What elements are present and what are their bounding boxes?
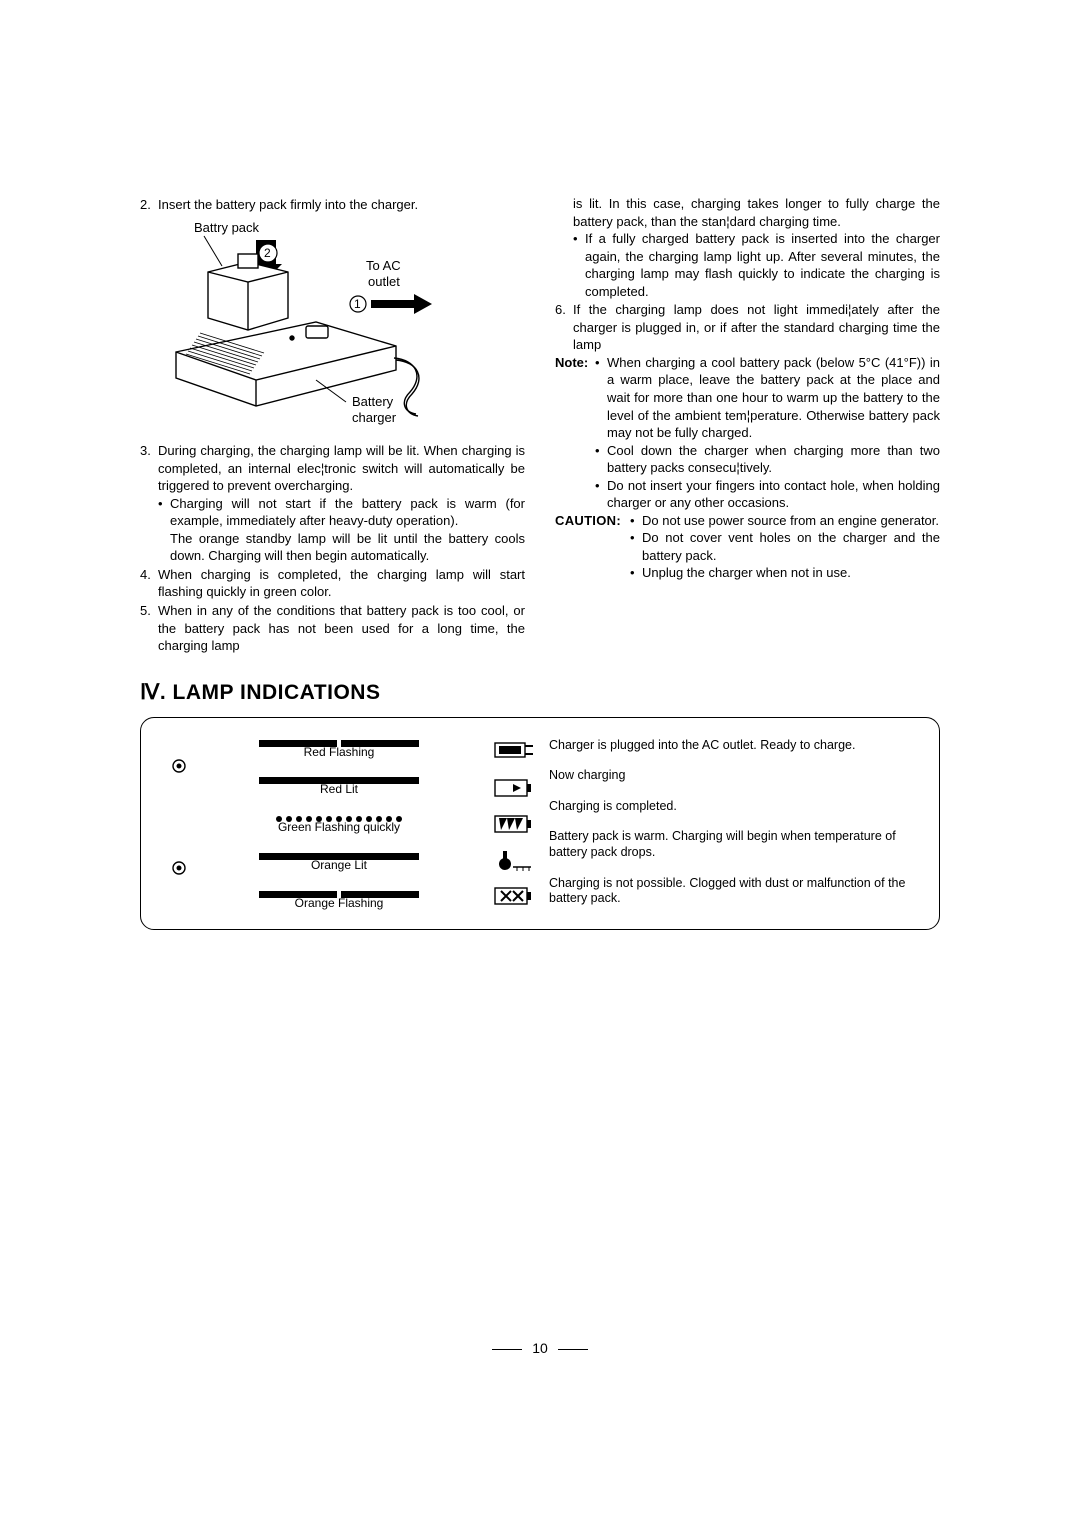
thermometer-icon — [493, 849, 535, 871]
step-5: 5. When in any of the conditions that ba… — [140, 602, 525, 655]
desc-3: Battery pack is warm. Charging will begi… — [549, 829, 919, 860]
desc-2: Charging is completed. — [549, 799, 919, 815]
caution-block: CAUTION: •Do not use power source from a… — [555, 512, 940, 582]
step-text: Insert the battery pack firmly into the … — [158, 196, 525, 214]
svg-text:2: 2 — [264, 246, 271, 260]
page-number: 10 — [0, 1339, 1080, 1358]
lamp-states-col: Red Flashing Red Lit Green Flashing quic… — [199, 730, 479, 915]
step-3-sub2: The orange standby lamp will be lit unti… — [140, 530, 525, 565]
lamp-indications-box: Red Flashing Red Lit Green Flashing quic… — [140, 717, 940, 930]
svg-text:Battery: Battery — [352, 394, 394, 409]
step-6: 6. If the charging lamp does not light i… — [555, 301, 940, 354]
svg-text:charger: charger — [352, 410, 397, 425]
step-3: 3. During charging, the charging lamp wi… — [140, 442, 525, 495]
desc-1: Now charging — [549, 768, 919, 784]
left-column: 2. Insert the battery pack firmly into t… — [140, 195, 525, 655]
step-4: 4. When charging is completed, the charg… — [140, 566, 525, 601]
lamp-desc-col: Charger is plugged into the AC outlet. R… — [549, 730, 919, 915]
step-5-sub: • If a fully charged battery pack is ins… — [555, 230, 940, 300]
desc-0: Charger is plugged into the AC outlet. R… — [549, 738, 919, 754]
state-orange-lit: Orange Lit — [199, 847, 479, 873]
right-column: is lit. In this case, charging takes lon… — [555, 195, 940, 655]
step-5-cont: is lit. In this case, charging takes lon… — [555, 195, 940, 230]
svg-text:1: 1 — [354, 297, 361, 311]
step-3-sub: • Charging will not start if the battery… — [140, 495, 525, 530]
fig-label-battery-pack: Battry pack — [194, 220, 260, 235]
plug-icon — [493, 737, 535, 763]
svg-text:outlet: outlet — [368, 274, 400, 289]
state-orange-flashing: Orange Flashing — [199, 885, 479, 911]
charger-figure: Battry pack 2 To AC outlet 1 — [156, 220, 525, 435]
step-number: 2. — [140, 196, 158, 214]
step-2: 2. Insert the battery pack firmly into t… — [140, 196, 525, 214]
state-red-lit: Red Lit — [199, 771, 479, 797]
desc-4: Charging is not possible. Clogged with d… — [549, 876, 919, 907]
charging-icon — [493, 777, 535, 799]
state-green-flashing: Green Flashing quickly — [199, 809, 479, 835]
fault-icon — [493, 885, 535, 907]
section-title: Ⅳ. LAMP INDICATIONS — [140, 679, 940, 707]
svg-text:To AC: To AC — [366, 258, 401, 273]
two-column-layout: 2. Insert the battery pack firmly into t… — [140, 195, 940, 655]
state-red-flashing: Red Flashing — [199, 734, 479, 760]
lamp-icons-col — [489, 730, 539, 915]
full-icon — [493, 813, 535, 835]
note-block: Note: •When charging a cool battery pack… — [555, 354, 940, 512]
